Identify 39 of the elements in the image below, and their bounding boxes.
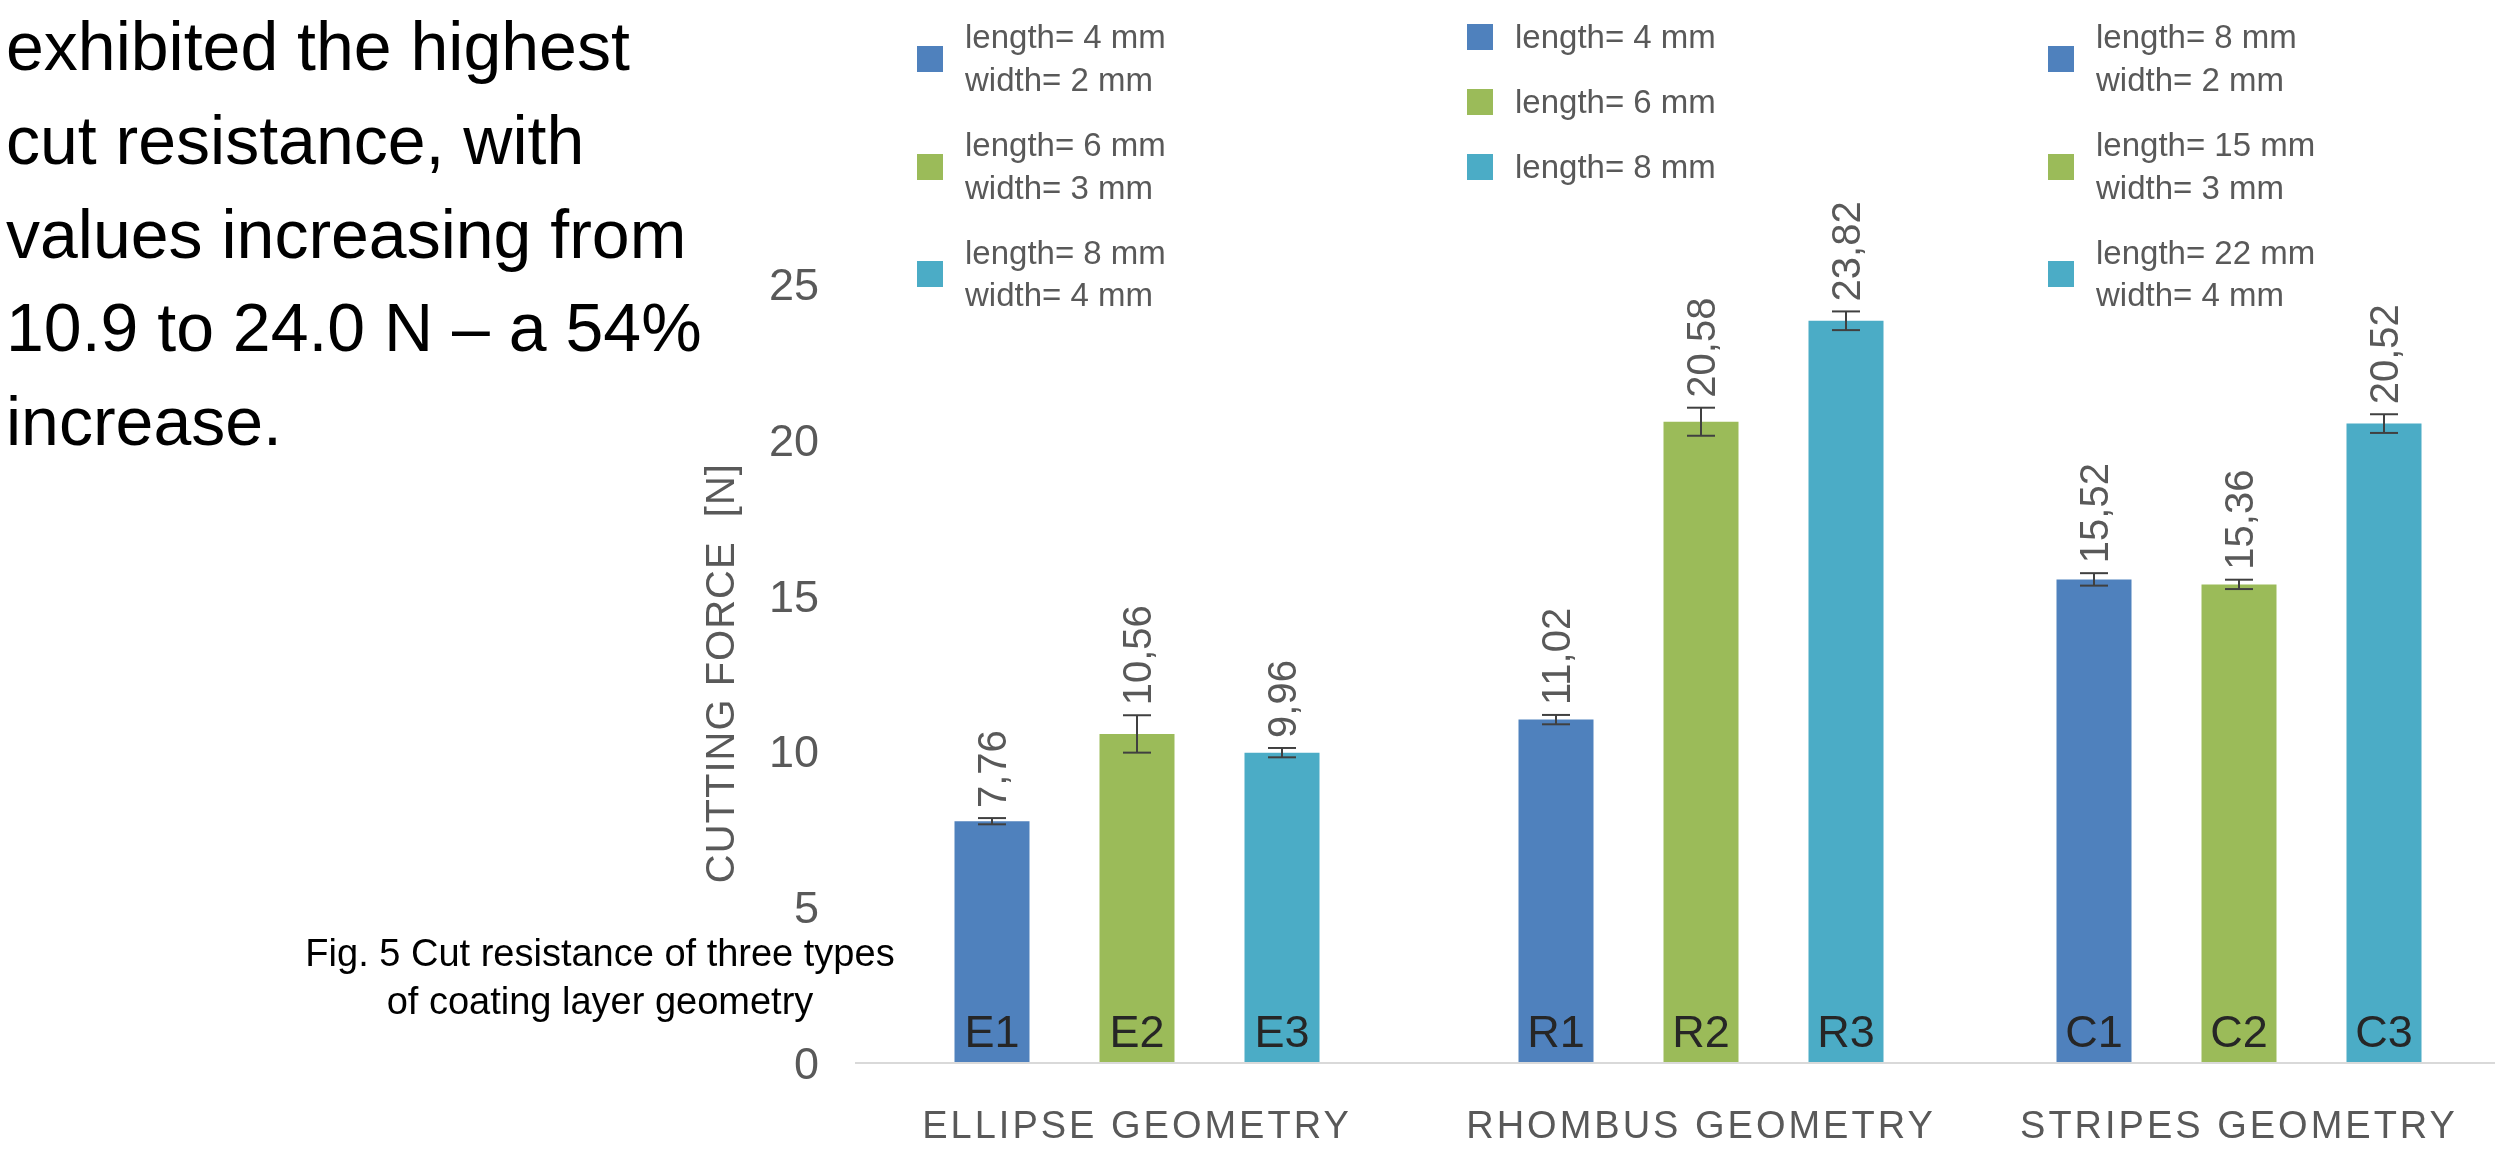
data-label: 7,76 [970,730,1014,809]
legend-label: length= 22 mm width= 4 mm [2096,232,2316,316]
y-tick-label: 0 [793,1037,819,1089]
data-label: 20,58 [1679,297,1723,398]
x-axis-title: RHOMBUS GEOMETRY [1466,1104,1936,1146]
y-axis-title: CUTTING FORCE [N] [698,463,743,884]
legend-label: length= 6 mm width= 3 mm [965,124,1166,208]
x-axis-title: ELLIPSE GEOMETRY [922,1104,1352,1146]
legend-label: length= 6 mm [1515,81,1716,122]
x-tick-label: R3 [1817,1006,1875,1057]
x-tick-label: C3 [2355,1006,2413,1057]
y-tick-label: 20 [768,414,819,466]
y-tick-label: 15 [768,570,819,622]
legend-label: length= 8 mm width= 4 mm [965,232,1166,316]
data-label: 9,96 [1260,660,1304,738]
annotation: Fig. 5 Cut resistance of three types of coating layer geometry [304,931,896,1024]
legend-label: length= 8 mm [1515,146,1716,187]
legend-label: length= 8 mm width= 2 mm [2096,17,2297,100]
y-tick-label: 5 [793,882,819,934]
legend-label: length= 15 mm width= 3 mm [2096,124,2316,208]
legend-label: length= 4 mm width= 2 mm [965,17,1166,100]
x-tick-label: C2 [2210,1006,2268,1057]
x-tick-label: R1 [1527,1006,1585,1057]
x-tick-label: E1 [964,1006,1020,1057]
legend-label: length= 4 mm [1515,17,1716,57]
x-tick-label: E3 [1254,1006,1310,1057]
data-label: 15,36 [2217,469,2261,570]
x-axis-title: STRIPES GEOMETRY [2020,1104,2458,1146]
text: exhibited the highest cut resistance, with values increasing from 10.9 to 24.0 N – a 54% increase. [6,8,702,460]
y-tick-label: 25 [768,258,819,310]
x-tick-label: R2 [1672,1006,1730,1057]
data-label: 10,56 [1115,605,1159,706]
data-label: 11,02 [1534,607,1578,705]
data-label: 15,52 [2072,463,2116,564]
x-tick-label: E2 [1109,1006,1165,1057]
data-label: 20,52 [2362,304,2406,405]
y-tick-label: 10 [768,726,819,778]
data-label: 23,82 [1824,201,1868,302]
x-tick-label: C1 [2065,1006,2123,1057]
